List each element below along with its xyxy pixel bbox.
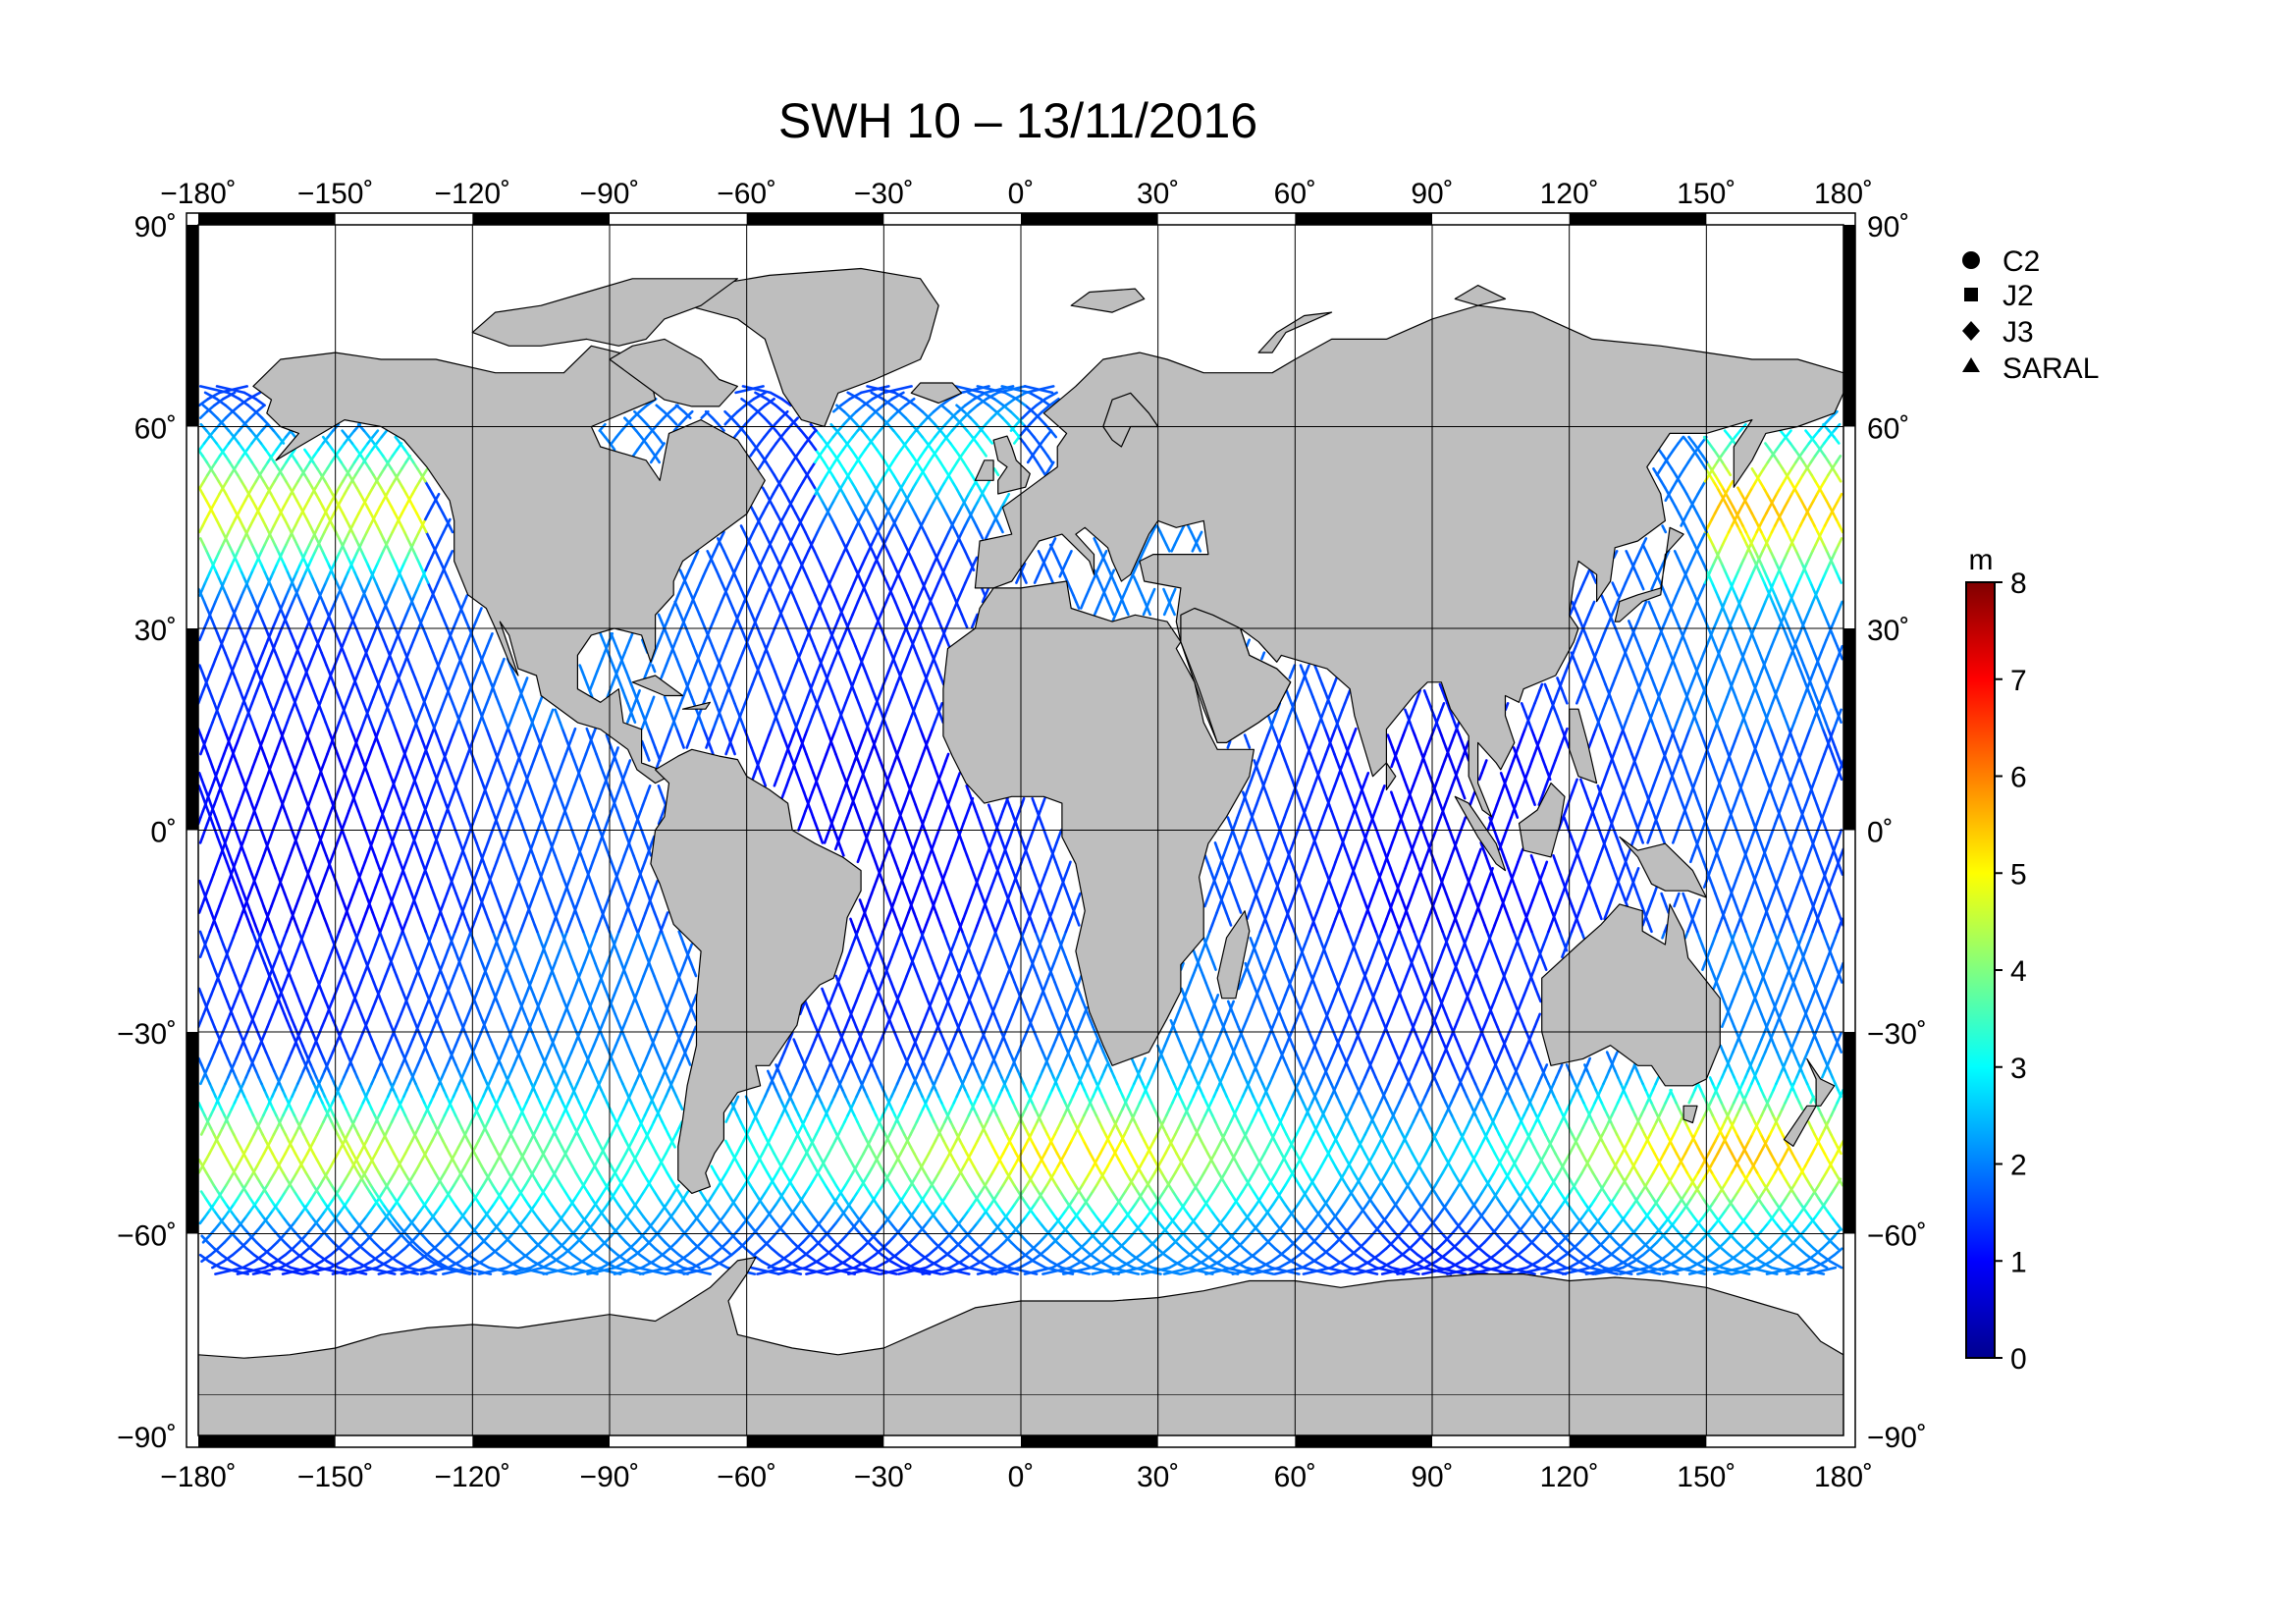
track-segment [462,594,469,604]
track-segment [1723,1234,1733,1244]
track-segment [391,448,399,458]
track-segment [1768,1241,1778,1251]
map-title: SWH 10 – 13/11/2016 [778,93,1257,148]
track-segment [1761,1221,1770,1231]
track-segment [1740,1260,1755,1270]
track-segment [1677,1209,1684,1218]
track-segment [1814,1209,1822,1218]
track-segment [1735,1221,1743,1231]
track-segment [1655,1234,1665,1244]
world-map [186,212,1856,1448]
track-segment [1771,1209,1779,1218]
track-segment [1778,1247,1789,1257]
track-segment [1672,1216,1681,1225]
track-segment [1749,1203,1757,1213]
track-segment [207,1228,216,1238]
track-segment [448,549,454,560]
track-segment [1724,1203,1732,1213]
track-segment [375,435,384,445]
track-segment [1691,1221,1700,1231]
track-segment [1795,1209,1804,1218]
track-segment [1839,961,1843,971]
track-segment [1820,1241,1831,1251]
track-segment [213,1221,222,1231]
track-segment [1743,1241,1753,1251]
track-segment [1683,1247,1694,1257]
track-segment [198,1216,206,1225]
track-segment [1837,1031,1842,1041]
track-segment [1803,1221,1812,1231]
track-segment [1666,1247,1677,1257]
track-segment [1790,1216,1799,1225]
track-segment [1697,1234,1707,1244]
track-segment [1719,1209,1727,1218]
track-segment [1685,1228,1695,1238]
track-segment [380,429,389,439]
track-segment [1701,1209,1709,1218]
track-segment [223,1209,231,1218]
track-segment [1833,1228,1842,1238]
track-segment [1648,1241,1659,1251]
track-segment [1792,1234,1801,1244]
track-segment [1709,1247,1720,1257]
track-segment [1755,1228,1765,1238]
track-segment [1774,1234,1784,1244]
track-segment [1713,1266,1743,1275]
track-segment [1744,1209,1752,1218]
track-segment [422,467,429,477]
track-segment [1709,1221,1718,1231]
track-segment [203,1209,211,1218]
track-segment [1833,1247,1843,1257]
